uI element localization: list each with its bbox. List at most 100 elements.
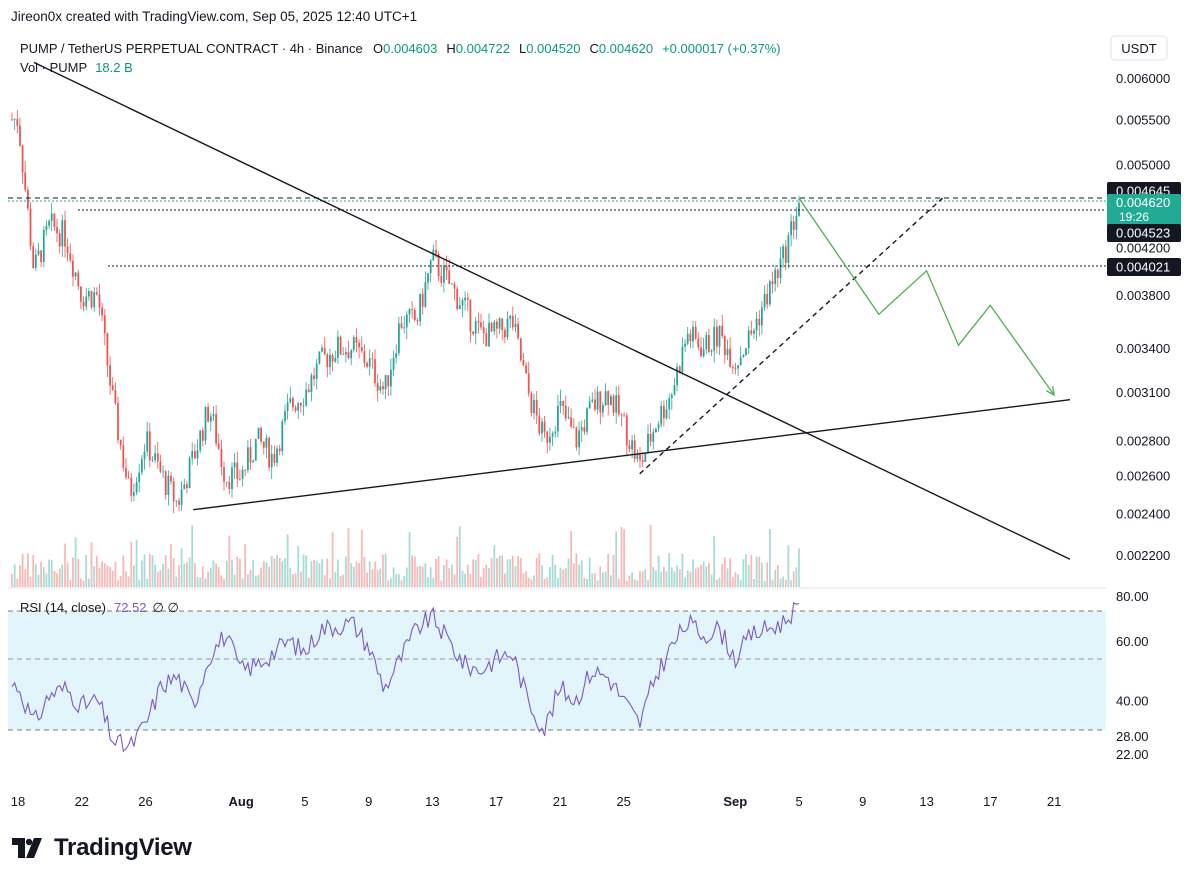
volume-bar xyxy=(665,571,668,587)
candle xyxy=(93,287,96,312)
volume-bar xyxy=(580,560,583,587)
volume-bar xyxy=(533,575,535,587)
volume-bar xyxy=(395,574,398,587)
candle xyxy=(400,316,403,330)
time-tick-label: 17 xyxy=(489,794,503,809)
volume-bar xyxy=(755,556,758,587)
candle xyxy=(527,362,530,397)
volume-bar xyxy=(315,560,318,587)
volume-bar xyxy=(663,566,665,587)
candle xyxy=(204,406,207,445)
volume-bar xyxy=(323,575,326,587)
candle xyxy=(289,386,292,404)
tradingview-logo[interactable]: TradingView xyxy=(12,834,192,862)
volume-bar xyxy=(676,565,678,587)
volume-bar xyxy=(496,558,498,587)
volume-bar xyxy=(705,566,708,587)
volume-bar xyxy=(109,566,111,587)
volume-bar xyxy=(281,561,284,587)
volume-bar xyxy=(745,554,747,587)
volume-bar xyxy=(53,571,56,587)
trendline[interactable] xyxy=(193,399,1071,511)
candle xyxy=(276,445,278,467)
trendline[interactable] xyxy=(33,61,1071,560)
candle xyxy=(665,399,668,420)
candle xyxy=(196,439,199,466)
volume-bar xyxy=(527,578,530,587)
candle xyxy=(159,454,162,474)
ohlc-low-label: L xyxy=(519,41,526,56)
volume-bar xyxy=(376,569,379,587)
rsi-line xyxy=(11,602,800,753)
currency-button[interactable]: USDT xyxy=(1110,35,1168,61)
candle xyxy=(135,477,138,495)
volume-bar xyxy=(416,566,419,587)
volume-bar xyxy=(761,562,763,587)
candle xyxy=(42,226,45,268)
volume-bar xyxy=(617,578,620,587)
volume-bar xyxy=(655,570,657,587)
candle xyxy=(170,471,172,485)
candle xyxy=(509,314,512,328)
volume-bar xyxy=(117,580,119,587)
candle xyxy=(496,318,498,339)
volume-bar xyxy=(546,577,549,587)
volume-bar xyxy=(252,560,255,587)
price-tick-label: 0.003800 xyxy=(1116,288,1170,303)
candle xyxy=(734,362,737,375)
candle xyxy=(787,232,790,269)
candle xyxy=(66,238,69,262)
volume-bar xyxy=(443,565,445,587)
candle xyxy=(761,301,763,335)
candle xyxy=(633,434,636,463)
candle xyxy=(464,291,466,311)
volume-bar xyxy=(337,559,339,587)
volume-bar xyxy=(551,554,554,587)
tradingview-logo-text: TradingView xyxy=(54,834,192,861)
volume-bar xyxy=(716,580,718,587)
volume-bar xyxy=(583,577,586,587)
candle xyxy=(554,426,557,438)
volume-bar xyxy=(485,564,488,587)
candle xyxy=(143,444,146,470)
candle xyxy=(236,451,239,488)
candle xyxy=(194,443,196,460)
candle xyxy=(652,428,655,450)
volume-bar xyxy=(625,581,628,587)
candle xyxy=(488,313,490,348)
candle xyxy=(395,344,398,364)
ohlc-close-label: C xyxy=(589,41,598,56)
candle xyxy=(355,328,358,353)
candle xyxy=(260,426,262,445)
volume-bar xyxy=(776,565,779,587)
candle xyxy=(257,427,260,440)
candle xyxy=(504,327,506,344)
volume-bar xyxy=(300,571,302,587)
candle xyxy=(284,404,286,425)
volume-bar xyxy=(175,576,178,587)
volume-bar xyxy=(24,569,27,587)
candle xyxy=(578,421,580,456)
projection-polyline[interactable] xyxy=(798,197,1055,396)
volume-bar xyxy=(223,579,225,587)
candle xyxy=(482,320,485,344)
candle xyxy=(416,317,419,326)
volume-bar xyxy=(604,571,607,587)
volume-bar xyxy=(660,571,663,587)
volume-bar xyxy=(734,572,737,587)
volume-bar xyxy=(509,559,512,587)
candle xyxy=(421,288,424,315)
candle xyxy=(138,463,141,493)
volume-bar xyxy=(721,564,724,587)
volume-bar xyxy=(429,567,432,587)
candle xyxy=(686,327,689,346)
candle xyxy=(625,412,628,457)
candle xyxy=(453,281,456,301)
rsi-extra: ∅ ∅ xyxy=(153,600,179,615)
volume-bar xyxy=(307,577,310,587)
candle xyxy=(268,436,270,472)
candle xyxy=(480,313,482,330)
candle xyxy=(636,449,639,463)
volume-bar xyxy=(345,556,347,587)
